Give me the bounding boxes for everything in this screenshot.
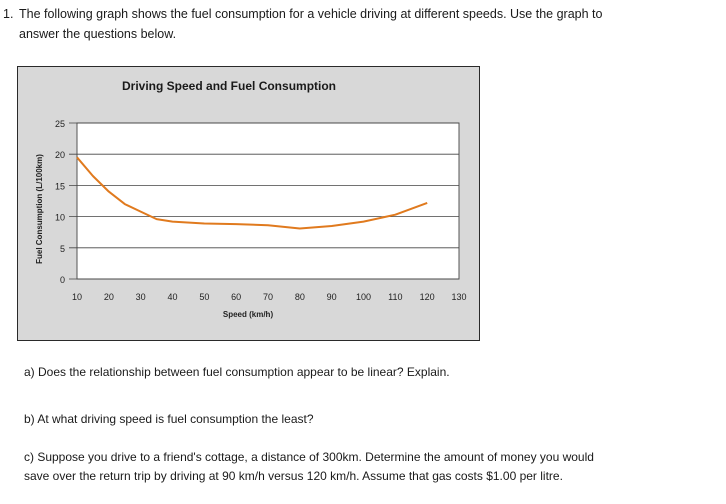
x-tick-label: 70 (263, 292, 273, 302)
x-tick-label: 10 (72, 292, 82, 302)
chart-title: Driving Speed and Fuel Consumption (122, 79, 337, 93)
y-tick-label: 15 (55, 181, 65, 191)
x-tick-label: 30 (136, 292, 146, 302)
y-tick-label: 0 (60, 275, 65, 285)
x-tick-label: 130 (451, 292, 466, 302)
question-a: a) Does the relationship between fuel co… (24, 365, 450, 379)
y-tick-label: 20 (55, 150, 65, 160)
x-tick-label: 20 (104, 292, 114, 302)
question-b: b) At what driving speed is fuel consump… (24, 412, 314, 426)
y-tick-label: 5 (60, 244, 65, 254)
x-tick-label: 90 (327, 292, 337, 302)
question-c-line-1: c) Suppose you drive to a friend's cotta… (24, 450, 594, 464)
question-number: 1. (3, 7, 14, 21)
chart-panel: Driving Speed and Fuel Consumption 0 5 10 1… (17, 66, 480, 341)
x-tick-label: 80 (295, 292, 305, 302)
x-tick-label: 50 (199, 292, 209, 302)
y-tick-label: 10 (55, 213, 65, 223)
x-tick-label: 120 (420, 292, 435, 302)
series-line (76, 156, 428, 230)
x-tick-label: 100 (356, 292, 371, 302)
y-tick-label: 25 (55, 119, 65, 129)
intro-line-2: answer the questions below. (19, 27, 177, 41)
x-axis-label: Speed (km/h) (223, 310, 274, 319)
intro-line-1: The following graph shows the fuel consu… (19, 7, 603, 21)
plot-area (76, 122, 460, 280)
x-tick-label: 40 (167, 292, 177, 302)
question-c-line-2: save over the return trip by driving at … (24, 469, 563, 483)
y-axis-label: Fuel Consumption (L/100km) (35, 154, 44, 264)
fuel-chart-svg: 0 5 10 15 20 25 10 20 30 40 50 60 70 80 90 100 110 120 130… (35, 119, 467, 319)
x-tick-label: 110 (388, 292, 402, 302)
x-tick-label: 60 (231, 292, 241, 302)
